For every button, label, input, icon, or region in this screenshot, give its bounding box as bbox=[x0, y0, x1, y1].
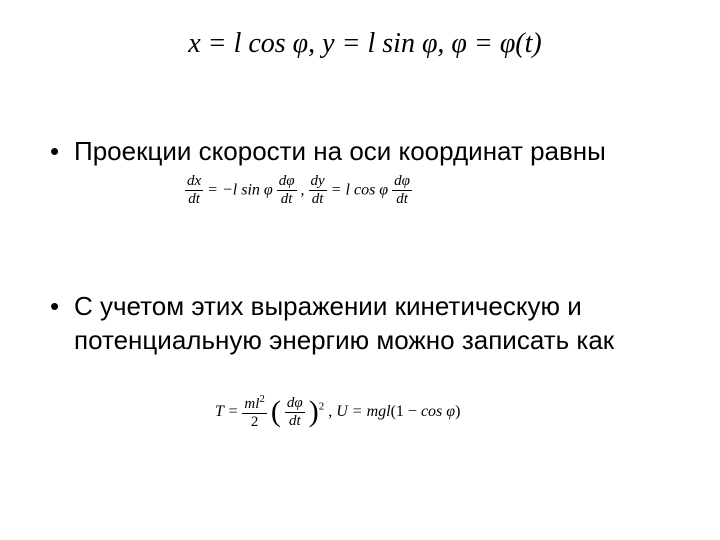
rel-2: = l cos φ bbox=[331, 182, 392, 199]
inner2: 1 − cos φ bbox=[396, 403, 455, 420]
bullet-item-1: Проекции скорости на оси координат равны bbox=[50, 135, 670, 169]
frac-dphi-dt-2: dφ dt bbox=[392, 174, 412, 207]
outer-sup: 2 bbox=[319, 400, 325, 412]
sep-1: , bbox=[301, 182, 309, 199]
top-equation: x = l cos φ, y = l sin φ, φ = φ(t) bbox=[90, 28, 640, 60]
frac-dy-dt: dy dt bbox=[309, 174, 327, 207]
frac-dphi-dt-3: dφ dt bbox=[285, 396, 305, 429]
paren-left: ( bbox=[271, 395, 281, 428]
bullet-text-1: Проекции скорости на оси координат равны bbox=[50, 135, 670, 169]
frac-dx-dt: dx dt bbox=[185, 174, 203, 207]
energy-equation: T = ml2 2 ( dφ dt )2 , U = mgl(1 − cos φ… bbox=[215, 394, 460, 430]
rel-1: = −l sin φ bbox=[207, 182, 277, 199]
velocity-equation: dx dt = −l sin φ dφ dt , dy dt = l cos φ… bbox=[185, 174, 412, 207]
frac-dphi-dt-1: dφ dt bbox=[277, 174, 297, 207]
U-expr: U = mgl bbox=[336, 403, 390, 420]
frac-ml2-2: ml2 2 bbox=[242, 394, 267, 430]
paren-right: ) bbox=[309, 395, 319, 428]
bullet-text-2: С учетом этих выражении кинетическую и п… bbox=[50, 290, 670, 358]
bullet-item-2: С учетом этих выражении кинетическую и п… bbox=[50, 290, 670, 358]
T-lhs: T = bbox=[215, 403, 242, 420]
paren2-r: ) bbox=[455, 403, 460, 420]
top-equation-text: x = l cos φ, y = l sin φ, φ = φ(t) bbox=[188, 28, 542, 59]
